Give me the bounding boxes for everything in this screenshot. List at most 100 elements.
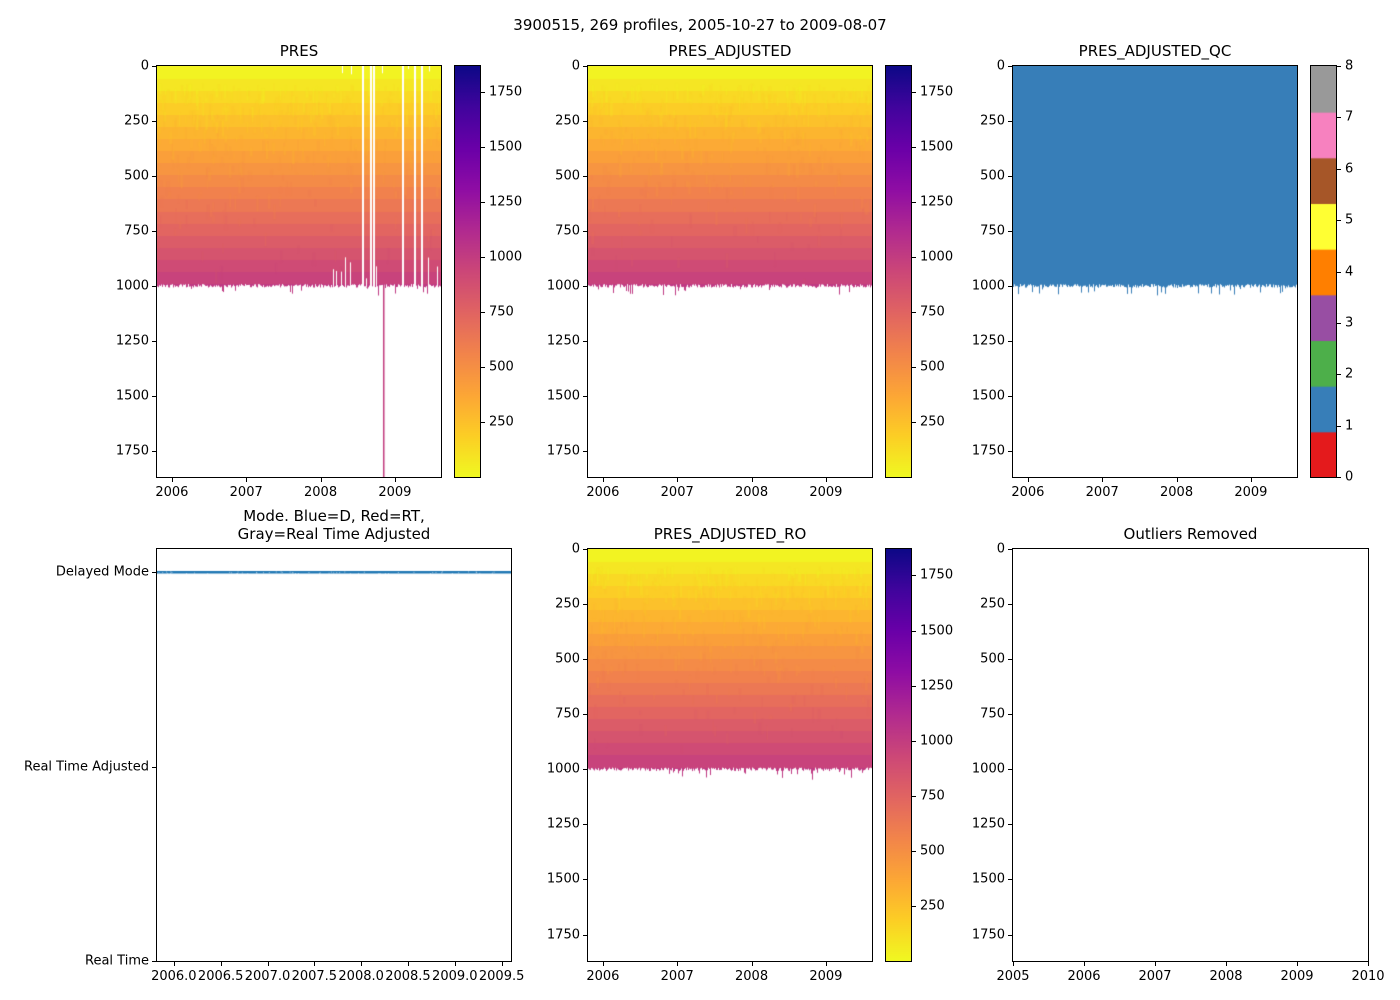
colorbar-tick-pres xyxy=(481,257,485,258)
y-tick-label: 500 xyxy=(980,651,1005,667)
colorbar-tick-pres_adjusted_qc xyxy=(1337,426,1341,427)
colorbar-tick-label: 4 xyxy=(1345,264,1354,279)
x-tick-pres_adjusted xyxy=(603,478,604,482)
y-tick-label: 250 xyxy=(980,113,1005,129)
y-tick-label: 1250 xyxy=(546,333,580,349)
colorbar-tick-pres_adjusted_ro xyxy=(912,851,916,852)
x-tick-pres xyxy=(395,478,396,482)
y-tick-pres_adjusted xyxy=(583,176,587,177)
x-tick-pres_adjusted_qc xyxy=(1177,478,1178,482)
y-tick-label: 1500 xyxy=(546,388,580,404)
y-tick-mode xyxy=(152,961,156,962)
y-tick-pres xyxy=(152,396,156,397)
y-tick-pres_adjusted_qc xyxy=(1008,396,1012,397)
colorbar-tick-pres_adjusted_ro xyxy=(912,631,916,632)
figure-title: 3900515, 269 profiles, 2005-10-27 to 200… xyxy=(513,16,887,34)
colorbar-tick-pres_adjusted_qc xyxy=(1337,272,1341,273)
x-tick-label: 2006.0 xyxy=(151,969,197,984)
colorbar-tick-pres xyxy=(481,147,485,148)
x-tick-mode xyxy=(361,962,362,966)
colorbar-tick-label: 250 xyxy=(920,898,945,914)
y-tick-outliers_removed xyxy=(1008,714,1012,715)
y-tick-pres_adjusted_ro xyxy=(583,659,587,660)
y-tick-pres xyxy=(152,176,156,177)
y-tick-pres xyxy=(152,451,156,452)
y-tick-label: 250 xyxy=(124,113,149,129)
subplot-title-pres_adjusted: PRES_ADJUSTED xyxy=(668,42,792,60)
x-tick-label: 2007.0 xyxy=(244,969,291,984)
y-tick-label: 0 xyxy=(996,58,1005,74)
y-tick-pres xyxy=(152,286,156,287)
colorbar-tick-pres_adjusted xyxy=(912,202,916,203)
colorbar-tick-label: 250 xyxy=(489,414,514,430)
y-tick-pres_adjusted xyxy=(583,231,587,232)
y-tick-label: 250 xyxy=(555,596,580,612)
plot-frame-mode xyxy=(156,548,512,962)
colorbar-tick-pres_adjusted xyxy=(912,367,916,368)
y-tick-pres_adjusted_qc xyxy=(1008,341,1012,342)
pres_adjusted_ro-plot-canvas xyxy=(588,549,872,961)
x-tick-label: 2007.5 xyxy=(291,969,338,984)
subplot-title-pres: PRES xyxy=(279,42,319,60)
y-tick-label: 500 xyxy=(555,168,580,184)
pres_adjusted_qc-plot-canvas xyxy=(1013,66,1297,477)
y-tick-label: 1500 xyxy=(971,388,1005,404)
colorbar-tick-label: 1 xyxy=(1345,418,1354,434)
colorbar-tick-label: 500 xyxy=(489,359,514,375)
x-tick-mode xyxy=(174,962,175,966)
y-tick-label: Delayed Mode xyxy=(55,564,149,580)
x-tick-label: 2007 xyxy=(660,485,694,500)
pres-colorbar-canvas xyxy=(455,66,480,477)
plot-frame-pres xyxy=(156,65,442,478)
colorbar-tick-label: 250 xyxy=(920,414,945,430)
y-tick-pres xyxy=(152,341,156,342)
y-tick-label: 1750 xyxy=(971,443,1005,459)
plot-frame-pres_adjusted xyxy=(587,65,873,478)
y-tick-label: 1500 xyxy=(971,871,1005,887)
x-tick-label: 2006 xyxy=(1067,969,1101,984)
x-tick-label: 2009 xyxy=(809,485,843,500)
x-tick-label: 2009.5 xyxy=(478,969,525,984)
x-tick-label: 2009 xyxy=(809,969,843,984)
x-tick-label: 2008.0 xyxy=(338,969,384,984)
colorbar-tick-pres_adjusted_qc xyxy=(1337,117,1341,118)
x-tick-label: 2008 xyxy=(735,969,769,984)
y-tick-label: 1250 xyxy=(971,816,1005,832)
x-tick-outliers_removed xyxy=(1084,962,1085,966)
colorbar-tick-label: 1500 xyxy=(920,623,954,639)
y-tick-pres_adjusted xyxy=(583,451,587,452)
y-tick-label: 1000 xyxy=(546,761,580,777)
y-tick-outliers_removed xyxy=(1008,935,1012,936)
y-tick-label: 1500 xyxy=(115,388,149,404)
x-tick-label: 2005 xyxy=(996,969,1030,984)
x-tick-pres_adjusted xyxy=(826,478,827,482)
colorbar-tick-label: 1000 xyxy=(489,249,523,265)
y-tick-label: 0 xyxy=(571,541,580,557)
pres_adjusted-plot-canvas xyxy=(588,66,872,477)
x-tick-label: 2008 xyxy=(735,485,769,500)
x-tick-mode xyxy=(314,962,315,966)
x-tick-pres xyxy=(246,478,247,482)
colorbar-tick-label: 7 xyxy=(1345,109,1354,125)
x-tick-label: 2006 xyxy=(586,969,620,984)
x-tick-pres_adjusted_ro xyxy=(677,962,678,966)
x-tick-label: 2007 xyxy=(1138,969,1172,984)
subplot-title-pres_adjusted_ro: PRES_ADJUSTED_RO xyxy=(653,525,807,543)
y-tick-pres_adjusted xyxy=(583,286,587,287)
x-tick-pres_adjusted_qc xyxy=(1028,478,1029,482)
y-tick-outliers_removed xyxy=(1008,659,1012,660)
colorbar-tick-pres_adjusted_qc xyxy=(1337,477,1341,478)
x-tick-pres_adjusted xyxy=(677,478,678,482)
outliers_removed-plot-canvas xyxy=(1013,549,1368,961)
x-tick-pres_adjusted xyxy=(752,478,753,482)
y-tick-label: 500 xyxy=(980,168,1005,184)
colorbar-tick-pres_adjusted_qc xyxy=(1337,220,1341,221)
y-tick-label: 1250 xyxy=(546,816,580,832)
colorbar-tick-label: 1750 xyxy=(920,567,954,583)
colorbar-tick-label: 5 xyxy=(1345,212,1354,228)
colorbar-frame-pres_adjusted xyxy=(885,65,912,478)
y-tick-label: 500 xyxy=(124,168,149,184)
x-tick-label: 2009 xyxy=(378,485,412,500)
y-tick-label: 500 xyxy=(555,651,580,667)
